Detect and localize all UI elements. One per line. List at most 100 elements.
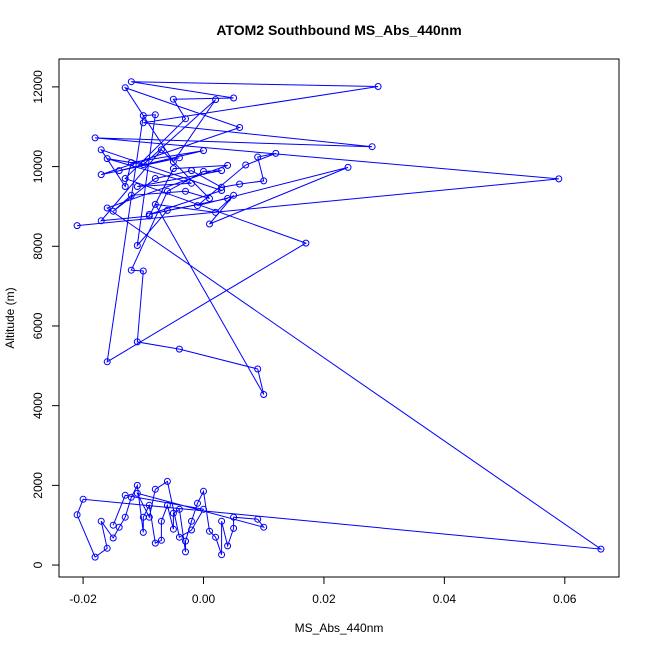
data-point (200, 167, 207, 175)
data-point (175, 154, 183, 162)
data-point (97, 171, 105, 179)
data-point (200, 487, 207, 495)
data-point (182, 187, 189, 195)
data-point (139, 528, 147, 536)
data-point (103, 544, 111, 552)
data-point (224, 195, 232, 202)
data-point (368, 143, 376, 151)
data-point (218, 517, 226, 525)
data-point (127, 266, 135, 274)
data-point (236, 124, 244, 131)
data-point (157, 146, 165, 154)
x-tick-label: 0.00 (192, 592, 216, 606)
data-point (103, 204, 111, 212)
data-point (109, 207, 117, 215)
data-point (230, 94, 238, 102)
data-point (169, 509, 177, 517)
data-point (97, 146, 105, 154)
data-point (91, 553, 99, 561)
y-tick-label: 8000 (31, 233, 45, 260)
data-point (127, 191, 135, 199)
data-point (182, 548, 189, 556)
x-axis: -0.02 0.00 0.02 0.04 0.06 (69, 576, 577, 606)
data-point (169, 95, 177, 103)
y-tick-label: 0 (31, 561, 45, 568)
data-point (200, 505, 207, 513)
data-point (224, 161, 232, 169)
data-point (169, 525, 177, 533)
data-point (127, 159, 135, 167)
y-tick-label: 10000 (31, 150, 45, 184)
data-point (175, 345, 183, 353)
data-point (115, 523, 123, 531)
data-point (133, 489, 141, 497)
data-point (218, 183, 226, 191)
data-point (188, 526, 195, 534)
data-point (188, 167, 195, 175)
x-axis-label: MS_Abs_440nm (295, 621, 384, 635)
data-point (121, 513, 129, 521)
data-point (218, 167, 226, 175)
data-point (121, 175, 129, 182)
data-point (218, 551, 226, 559)
data-point (242, 161, 250, 169)
data-point (163, 187, 171, 195)
x-tick-label: 0.06 (553, 592, 577, 606)
y-tick-label: 2000 (31, 472, 45, 499)
data-point (194, 499, 201, 507)
data-point (230, 191, 238, 199)
data-point (73, 222, 81, 230)
data-point (212, 96, 220, 104)
data-point (127, 78, 135, 86)
data-point (157, 536, 165, 544)
data-point (133, 242, 141, 249)
data-point (182, 115, 189, 123)
data-point (145, 513, 153, 521)
data-point (79, 495, 87, 503)
data-point (139, 112, 147, 120)
series-lines (76, 81, 603, 558)
data-point (109, 521, 117, 529)
data-point (206, 195, 213, 202)
data-point (163, 206, 171, 214)
data-point (103, 358, 111, 366)
data-point (175, 505, 183, 513)
data-point (182, 537, 189, 545)
data-point (163, 501, 171, 509)
y-axis-label: Altitude (m) (3, 287, 17, 348)
data-point (374, 83, 382, 90)
data-point (139, 267, 147, 275)
data-point (97, 217, 105, 225)
data-point (224, 542, 232, 550)
data-point (555, 175, 563, 183)
data-point (145, 501, 153, 509)
data-point (151, 485, 159, 493)
data-point (121, 491, 129, 499)
data-point (139, 161, 147, 169)
y-tick-label: 4000 (31, 392, 45, 419)
data-point (597, 545, 605, 553)
data-point (344, 163, 352, 171)
data-point (97, 517, 105, 525)
data-point (175, 533, 183, 541)
data-point (151, 175, 159, 182)
data-point (206, 527, 213, 535)
data-point (133, 183, 141, 190)
data-point (194, 202, 201, 210)
data-point (254, 153, 262, 161)
data-point (115, 167, 123, 175)
data-point (73, 511, 81, 519)
series-line (76, 81, 603, 558)
data-point (133, 338, 141, 346)
data-point (302, 239, 310, 247)
data-point (206, 220, 213, 228)
data-point (133, 481, 141, 489)
data-point (188, 517, 195, 525)
chart-title: ATOM2 Southbound MS_Abs_440nm (216, 22, 461, 38)
data-point (169, 165, 177, 173)
data-point (91, 134, 99, 142)
data-point (212, 533, 220, 541)
data-point (260, 523, 268, 531)
data-point (254, 515, 262, 523)
